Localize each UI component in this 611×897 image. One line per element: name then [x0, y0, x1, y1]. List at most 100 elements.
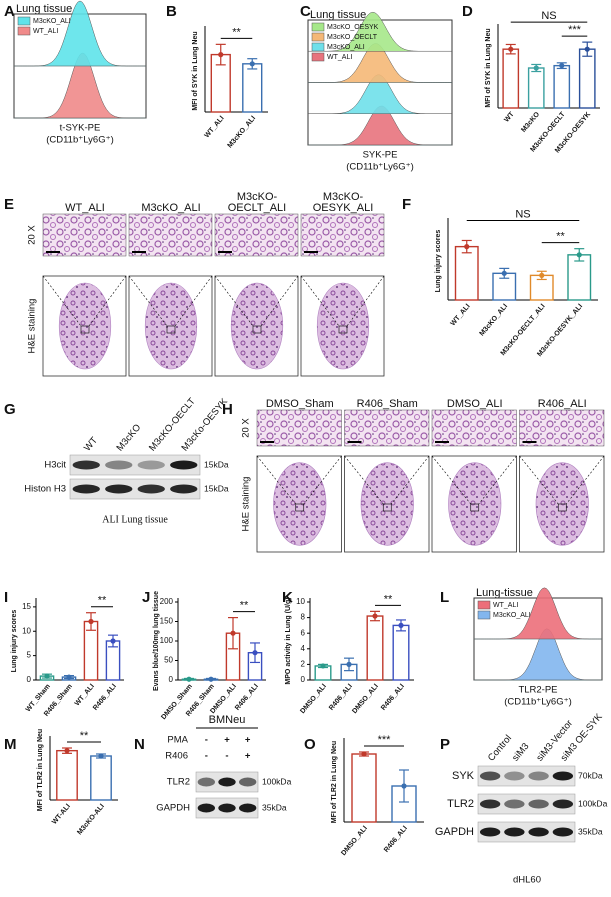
zoom-box: [295, 503, 305, 512]
panel-letter: O: [304, 736, 316, 753]
lane-label: Control: [486, 733, 514, 764]
row-label: GAPDH: [156, 803, 190, 814]
histogram-curve: [307, 11, 453, 52]
column-label: WT_ALI: [65, 202, 105, 214]
bar: [567, 254, 592, 301]
x-tick-label: R406_ALI: [383, 825, 409, 854]
mean-dot: [533, 65, 539, 71]
zoom-box: [382, 503, 392, 512]
size-label: 100kDa: [578, 798, 608, 808]
y-axis-label: MFI of TLR2 in Lung Neu: [37, 729, 44, 811]
bar: [366, 615, 384, 681]
mean-dot: [539, 272, 545, 278]
mean-dot: [576, 252, 582, 258]
panel-letter: E: [4, 196, 14, 213]
significance-label: **: [240, 600, 249, 612]
y-axis-label: MFI of TLR2 in Lung Neu: [331, 741, 338, 823]
bar: [90, 755, 112, 801]
y-tick-label: 0: [169, 675, 174, 684]
x-axis-label: TLR2-PE: [518, 685, 557, 696]
mean-dot: [501, 270, 507, 276]
significance-label: ***: [568, 24, 582, 36]
blot-band: [552, 799, 574, 809]
significance-label: NS: [515, 208, 530, 220]
histogram-curve: [474, 587, 602, 640]
column-label: R406_Sham: [357, 398, 418, 410]
panel-letter: D: [462, 3, 473, 20]
mean-dot: [398, 622, 404, 629]
x-axis-label: SYK-PE: [363, 150, 398, 161]
blot-band: [504, 799, 525, 809]
bar: [527, 67, 545, 109]
significance-label: **: [80, 730, 89, 742]
blot-band: [238, 803, 257, 813]
legend-swatch: [17, 16, 31, 26]
significance-label: **: [384, 593, 393, 605]
significance-label: **: [556, 231, 565, 243]
histogram-curve: [14, 0, 146, 67]
blot-strip: [477, 793, 576, 815]
bar: [242, 63, 263, 113]
micrograph: [300, 213, 385, 257]
y-tick-label: 10: [296, 597, 305, 606]
column-label: M3cKO-: [323, 191, 364, 203]
blot-band: [197, 803, 216, 813]
panel-letter: I: [4, 589, 8, 606]
legend-label: M3cKO_OESYK: [327, 24, 379, 31]
panel-letter: G: [4, 401, 16, 418]
significance-label: **: [232, 26, 241, 38]
condition-mark: +: [245, 735, 251, 746]
blot-band: [479, 827, 501, 837]
y-tick-label: 50: [164, 656, 173, 665]
mean-dot: [98, 753, 104, 759]
size-label: 35kDa: [262, 802, 287, 812]
y-axis-label: Lung injury scores: [435, 230, 442, 293]
condition-label: R406: [165, 751, 188, 762]
panel-letter: N: [134, 736, 145, 753]
mean-dot: [110, 638, 116, 644]
size-label: 15kDa: [204, 483, 229, 493]
bar: [392, 624, 410, 681]
panel-letter: M: [4, 736, 17, 753]
mean-dot: [508, 46, 514, 52]
column-label: OECLT_ALI: [228, 202, 287, 214]
size-label: 35kDa: [578, 826, 603, 836]
blot-strip: [69, 454, 201, 476]
blot-band: [137, 484, 165, 494]
blot-band: [528, 799, 549, 809]
x-tick-label: M3cKO-ALI: [76, 803, 106, 836]
mean-dot: [346, 661, 352, 668]
y-tick-label: 150: [160, 617, 174, 626]
mean-dot: [230, 630, 236, 636]
significance-label: ***: [378, 734, 392, 746]
mean-dot: [64, 748, 70, 754]
y-tick-label: 200: [160, 597, 174, 606]
legend-label: WT_ALI: [493, 602, 518, 609]
magnification-label: 20 X: [27, 225, 38, 245]
bar: [502, 48, 520, 109]
blot-band: [137, 460, 165, 470]
blot-band: [238, 777, 257, 787]
column-label: R406_ALI: [538, 398, 587, 410]
x-tick-label: R406_ALI: [92, 683, 118, 712]
lane-label: M3cKO: [115, 422, 144, 453]
blot-strip: [477, 765, 576, 787]
y-tick-label: 0: [27, 675, 32, 684]
mean-dot: [372, 613, 378, 619]
y-axis-label: MFI of SYK in Lung Neu: [485, 28, 492, 107]
legend-label: M3cKO_ALI: [327, 44, 365, 51]
blot-band: [528, 827, 549, 837]
histogram-title: Lung tissue: [310, 9, 366, 21]
legend-swatch: [17, 26, 31, 36]
bar: [454, 245, 479, 301]
blot-band: [197, 777, 216, 787]
panel-letter: A: [4, 3, 15, 20]
mean-dot: [464, 244, 470, 250]
panel-letter: P: [440, 736, 450, 753]
zoom-box: [80, 325, 90, 334]
micrograph: [42, 213, 127, 257]
mean-dot: [584, 46, 590, 52]
legend-swatch: [311, 42, 325, 52]
y-axis-label: MPO activity in Lung (U/g): [285, 597, 292, 684]
bar: [553, 64, 571, 109]
